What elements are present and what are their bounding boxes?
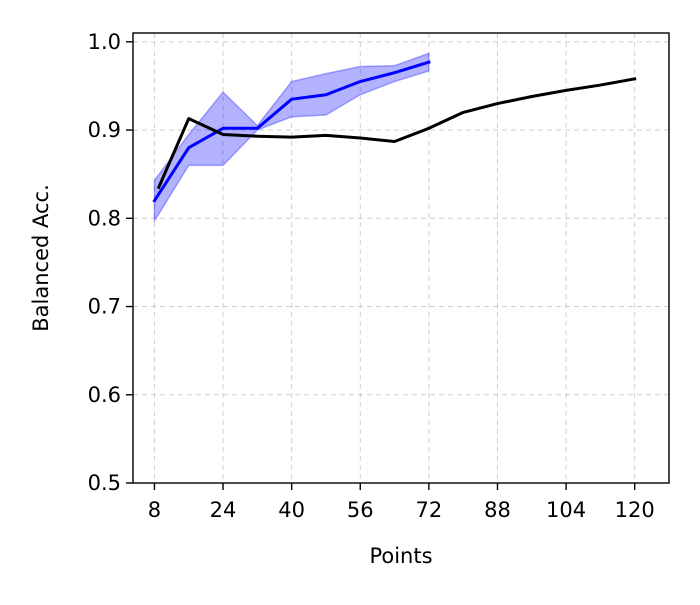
x-tick-label: 40 [278, 498, 305, 522]
x-tick-label: 8 [148, 498, 161, 522]
y-tick-label: 0.5 [88, 471, 121, 495]
x-tick-label: 120 [615, 498, 655, 522]
series-1-line [152, 60, 431, 203]
y-tick-label: 0.8 [88, 206, 121, 230]
tick-layer: 8 24 40 56 72 88 104 120 0.5 0.6 0.7 0.8 0.9 1.0 [88, 30, 655, 522]
y-tick-label: 1.0 [88, 30, 121, 54]
plot-frame [132, 32, 670, 484]
x-tick-label: 56 [347, 498, 374, 522]
x-axis-label: Points [369, 544, 432, 568]
series-2-line [156, 77, 637, 190]
y-tick-label: 0.7 [88, 295, 121, 319]
series-layer [152, 52, 637, 224]
y-axis-label: Balanced Acc. [29, 184, 53, 332]
y-tick-label: 0.9 [88, 118, 121, 142]
x-tick-label: 88 [484, 498, 511, 522]
x-tick-label: 104 [546, 498, 586, 522]
x-tick-label: 72 [416, 498, 443, 522]
grid-layer [133, 33, 669, 484]
series-1-band [153, 52, 430, 224]
y-tick-label: 0.6 [88, 383, 121, 407]
x-tick-label: 24 [210, 498, 237, 522]
